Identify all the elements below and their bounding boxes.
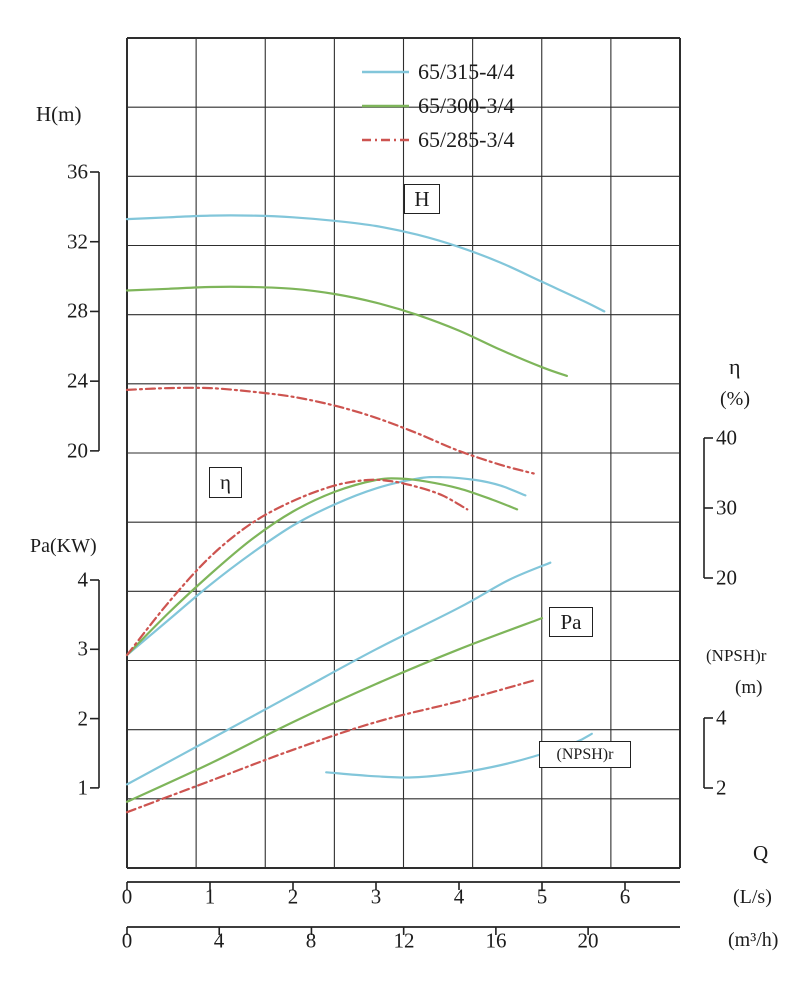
pa-tick: 1 [77, 775, 89, 800]
q-m3h-tick: 12 [393, 928, 415, 953]
q-ls-tick: 3 [370, 884, 382, 909]
pa-tick: 3 [77, 636, 89, 661]
curve-Pa-65/300-3/4 [125, 617, 544, 803]
curve-H-65/285-3/4 [125, 386, 535, 475]
curve-label-pa-text: Pa [560, 609, 582, 634]
q-m3h-unit: (m³/h) [728, 929, 779, 951]
h-tick: 36 [67, 159, 88, 184]
eta-axis-unit: (%) [720, 388, 750, 410]
q-ls-tick: 1 [204, 884, 216, 909]
q-m3h-tick: 0 [121, 928, 133, 953]
curve-label-pa: Pa [549, 607, 593, 637]
q-m3h-tick: 8 [305, 928, 317, 953]
legend-label-65-315: 65/315-4/4 [418, 59, 515, 84]
curve-label-eta: η [209, 467, 242, 498]
curve-H-65/300-3/4 [125, 285, 568, 377]
npsh-tick: 2 [716, 775, 727, 800]
h-tick: 20 [67, 438, 88, 463]
q-ls-tick: 6 [619, 884, 631, 909]
curve-label-npsh: (NPSH)r [539, 741, 631, 768]
pa-tick: 2 [77, 706, 89, 731]
curve-label-npsh-text: (NPSH)r [556, 745, 614, 763]
curve-label-eta-text: η [220, 470, 231, 494]
curve-label-h: H [404, 184, 440, 214]
q-m3h-tick: 16 [485, 928, 507, 953]
legend-label-65-300: 65/300-3/4 [418, 93, 515, 118]
pa-tick: 4 [77, 567, 89, 592]
curve-H-65/315-4/4 [125, 214, 606, 313]
curve-eta-65/285-3/4 [125, 478, 469, 657]
q-axis-title: Q [753, 841, 769, 865]
q-m3h-tick: 20 [577, 928, 599, 953]
eta-tick: 30 [716, 495, 737, 520]
q-ls-tick: 0 [121, 884, 133, 909]
curve-Pa-65/315-4/4 [125, 561, 552, 786]
h-axis-title: H(m) [36, 102, 82, 126]
npsh-tick: 4 [716, 705, 727, 730]
eta-axis-title: η [729, 354, 741, 379]
q-ls-tick: 4 [453, 884, 465, 909]
npsh-axis-unit: (m) [735, 677, 763, 698]
h-tick: 28 [67, 298, 88, 323]
q-ls-unit: (L/s) [733, 886, 772, 908]
pa-axis-title: Pa(KW) [30, 535, 97, 557]
curve-eta-65/300-3/4 [125, 477, 519, 657]
curve-eta-65/315-4/4 [125, 475, 527, 657]
q-ls-tick: 5 [536, 884, 548, 909]
legend-label-65-285: 65/285-3/4 [418, 127, 515, 152]
q-m3h-tick: 4 [213, 928, 225, 953]
curve-label-h-text: H [414, 186, 430, 211]
eta-tick: 40 [716, 425, 737, 450]
eta-tick: 20 [716, 565, 737, 590]
npsh-axis-title: (NPSH)r [706, 646, 767, 665]
h-tick: 24 [67, 368, 88, 393]
h-tick: 32 [67, 229, 88, 254]
curve-Pa-65/285-3/4 [125, 679, 535, 814]
q-ls-tick: 2 [287, 884, 299, 909]
